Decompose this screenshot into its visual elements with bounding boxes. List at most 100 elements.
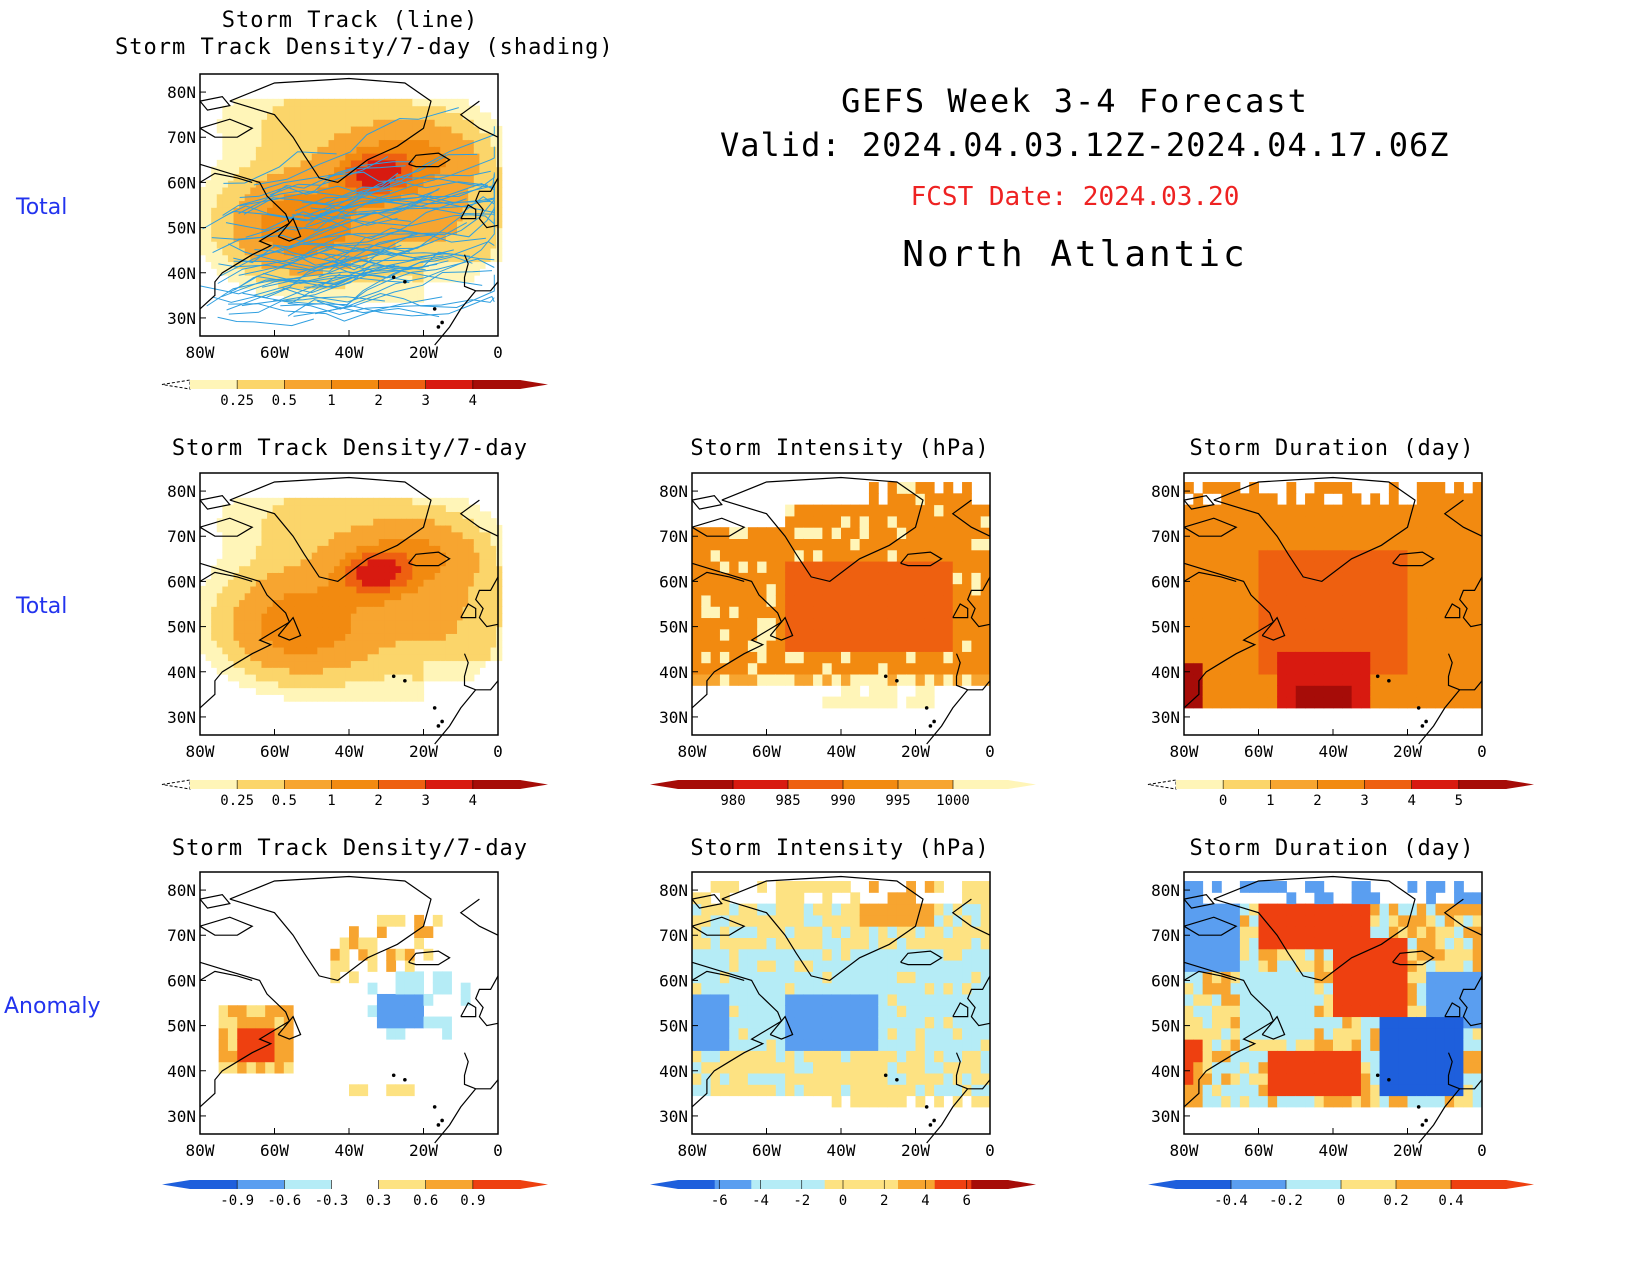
- density-cell: [328, 585, 335, 594]
- density-cell: [328, 504, 335, 512]
- intensity-cell: [729, 594, 740, 607]
- duration-cell: [1370, 594, 1381, 607]
- density-cell: [462, 105, 469, 113]
- density-cell: [255, 227, 263, 235]
- intensity-anomaly-cell: [729, 937, 740, 950]
- density-cell: [350, 613, 358, 621]
- density-cell: [317, 660, 324, 668]
- duration-cell: [1407, 662, 1418, 675]
- intensity-anomaly-cell: [757, 937, 767, 950]
- density-cell: [473, 227, 480, 235]
- intensity-cell: [710, 572, 721, 585]
- density-cell: [378, 667, 385, 675]
- density-cell: [306, 173, 313, 181]
- duration-cell: [1239, 561, 1250, 573]
- density-cell: [373, 585, 380, 594]
- density-cell: [350, 234, 358, 242]
- density-cell: [462, 153, 469, 161]
- intensity-cell: [924, 515, 935, 528]
- density-cell: [434, 524, 441, 533]
- density-cell: [412, 146, 419, 154]
- density-cell: [233, 619, 240, 628]
- density-cell: [423, 518, 430, 526]
- density-cell: [300, 180, 307, 188]
- intensity-anomaly-cell: [785, 971, 795, 984]
- density-cell: [457, 214, 464, 222]
- density-cell: [239, 518, 246, 526]
- density-cell: [300, 166, 307, 174]
- intensity-cell: [822, 662, 833, 675]
- duration-cell: [1463, 651, 1474, 664]
- density-cell: [311, 694, 318, 702]
- coastline: [434, 1088, 477, 1144]
- density-cell: [384, 531, 391, 540]
- density-cell: [294, 694, 302, 702]
- density-cell: [395, 531, 402, 540]
- density-cell: [378, 254, 385, 263]
- intensity-cell: [794, 662, 805, 675]
- density-cell: [255, 497, 263, 506]
- density-cell: [378, 241, 385, 249]
- intensity-cell: [775, 583, 786, 596]
- storm-tracks: [199, 107, 495, 327]
- density-cell: [457, 112, 464, 120]
- intensity-cell: [878, 504, 889, 517]
- intensity-cell: [794, 674, 805, 686]
- density-cell: [339, 281, 346, 290]
- coastline: [459, 499, 499, 537]
- density-cell: [328, 119, 335, 127]
- intensity-anomaly-cell: [785, 914, 795, 927]
- density-cell: [278, 538, 285, 546]
- intensity-anomaly-cell: [850, 1016, 861, 1029]
- density-cell: [322, 613, 330, 621]
- density-cell: [445, 173, 453, 181]
- density-cell: [451, 585, 458, 594]
- density-cell: [417, 132, 425, 141]
- duration-cell: [1444, 538, 1455, 551]
- density-cell: [239, 592, 246, 601]
- density-cell: [278, 98, 285, 107]
- density-cell: [250, 241, 257, 249]
- coastline: [769, 616, 794, 641]
- lat-tick-label: 70N: [167, 926, 196, 945]
- density-cell: [389, 159, 397, 168]
- density-cell: [255, 153, 263, 161]
- intensity-cell: [980, 572, 991, 585]
- density-anomaly-cell: [386, 1084, 397, 1097]
- density-cell: [496, 606, 503, 614]
- intensity-cell: [701, 594, 712, 607]
- storm-track-line: [234, 227, 431, 291]
- density-cell: [462, 159, 469, 168]
- density-cell: [468, 538, 475, 546]
- duration-cell: [1249, 504, 1259, 517]
- density-cell: [451, 173, 458, 181]
- density-cell: [239, 626, 246, 634]
- density-cell: [457, 653, 464, 662]
- intensity-cell: [915, 594, 926, 607]
- duration-cell: [1323, 572, 1334, 585]
- density-cell: [395, 295, 402, 303]
- intensity-anomaly-cell: [785, 1050, 795, 1063]
- intensity-cell: [915, 606, 926, 619]
- intensity-cell: [859, 674, 870, 686]
- density-cell: [283, 254, 290, 263]
- intensity-anomaly-cell: [915, 1027, 926, 1040]
- intensity-anomaly-cell: [785, 892, 795, 905]
- density-cell: [440, 504, 447, 512]
- intensity-anomaly-cell: [878, 914, 889, 927]
- density-cell: [278, 552, 285, 560]
- density-cell: [389, 619, 397, 628]
- intensity-cell: [738, 527, 749, 539]
- density-cell: [401, 275, 408, 283]
- density-cell: [468, 558, 475, 567]
- intensity-anomaly-cell: [934, 1016, 944, 1029]
- density-cell: [401, 497, 408, 506]
- duration-cell: [1193, 606, 1204, 619]
- duration-cell: [1295, 662, 1306, 675]
- duration-cell: [1286, 538, 1297, 551]
- density-cell: [205, 592, 212, 601]
- density-cell: [289, 268, 296, 276]
- duration-cell: [1398, 594, 1408, 607]
- intensity-cell: [766, 572, 777, 585]
